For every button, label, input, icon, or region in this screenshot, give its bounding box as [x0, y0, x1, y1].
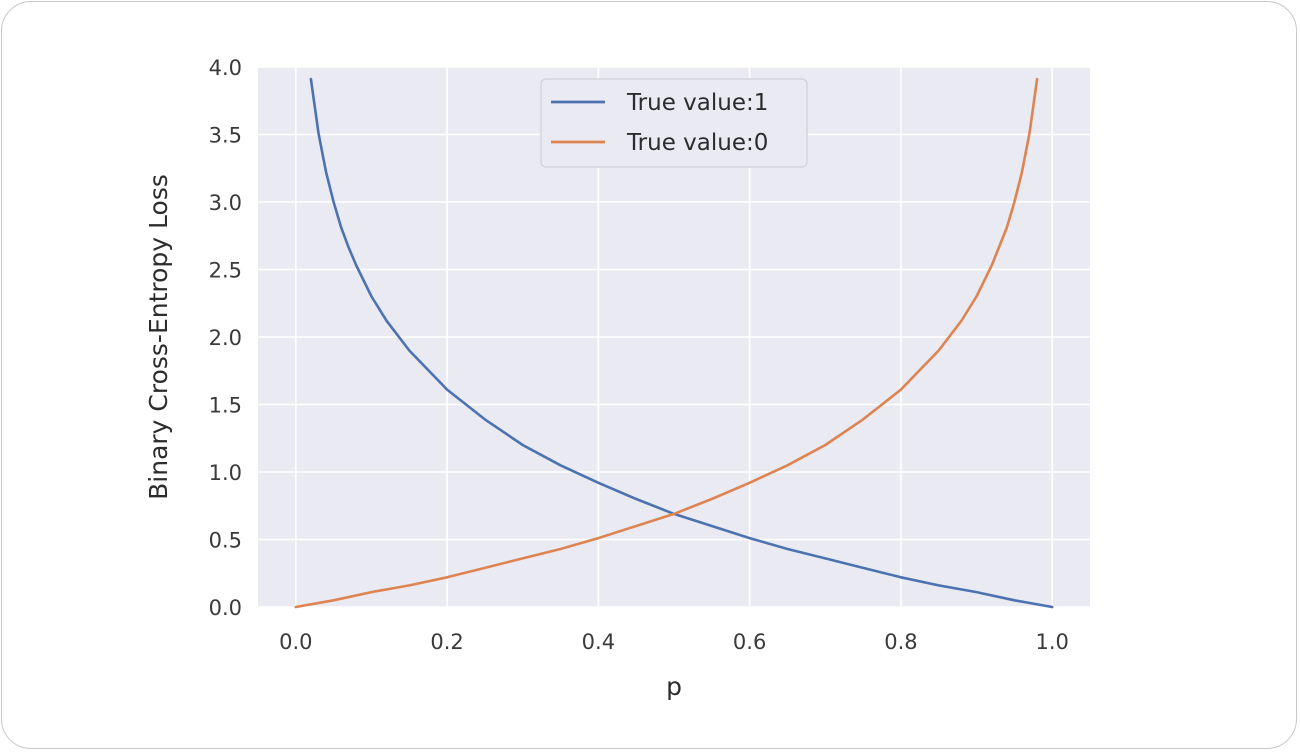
series-line-0 [309, 77, 1054, 609]
series-lines [294, 77, 1054, 609]
grid-lines [258, 66, 1090, 608]
y-axis-label: Binary Cross-Entropy Loss [144, 174, 173, 500]
y-tick-label: 4.0 [209, 56, 242, 80]
tick-labels: 0.0 0.2 0.4 0.6 0.8 1.0 0.0 0.5 1.0 1.5 2.0 2.5 3.0 3… [209, 56, 1069, 654]
legend-box [540, 78, 808, 168]
y-tick-label: 3.5 [209, 124, 242, 148]
y-tick-label: 1.5 [209, 394, 242, 418]
y-tick-label: 3.0 [209, 191, 242, 215]
x-tick-label: 0.8 [884, 630, 917, 654]
y-tick-label: 1.0 [209, 461, 242, 485]
x-tick-label: 0.2 [430, 630, 463, 654]
y-tick-label: 2.5 [209, 259, 242, 283]
y-tick-label: 0.0 [209, 596, 242, 620]
legend-label-true-value-1: True value:1 [626, 90, 768, 116]
y-tick-label: 2.0 [209, 326, 242, 350]
x-tick-label: 1.0 [1035, 630, 1068, 654]
x-axis-label: p [666, 672, 682, 701]
y-tick-label: 0.5 [209, 529, 242, 553]
series-line-1 [294, 77, 1039, 609]
legend: True value:1 True value:0 [540, 78, 808, 168]
x-tick-label: 0.6 [733, 630, 766, 654]
legend-label-true-value-0: True value:0 [626, 130, 768, 156]
x-tick-label: 0.4 [582, 630, 615, 654]
x-tick-label: 0.0 [279, 630, 312, 654]
